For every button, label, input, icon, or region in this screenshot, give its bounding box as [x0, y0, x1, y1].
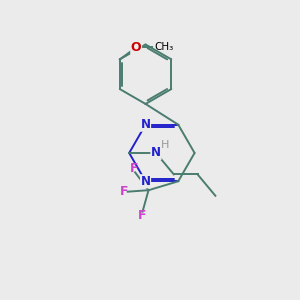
Text: N: N — [151, 146, 161, 160]
Text: F: F — [129, 162, 138, 175]
Text: H: H — [161, 140, 169, 150]
Text: F: F — [138, 209, 147, 222]
Text: CH₃: CH₃ — [154, 43, 174, 52]
Text: N: N — [140, 118, 151, 131]
Text: N: N — [140, 175, 151, 188]
Text: F: F — [120, 185, 128, 198]
Text: O: O — [131, 41, 142, 54]
